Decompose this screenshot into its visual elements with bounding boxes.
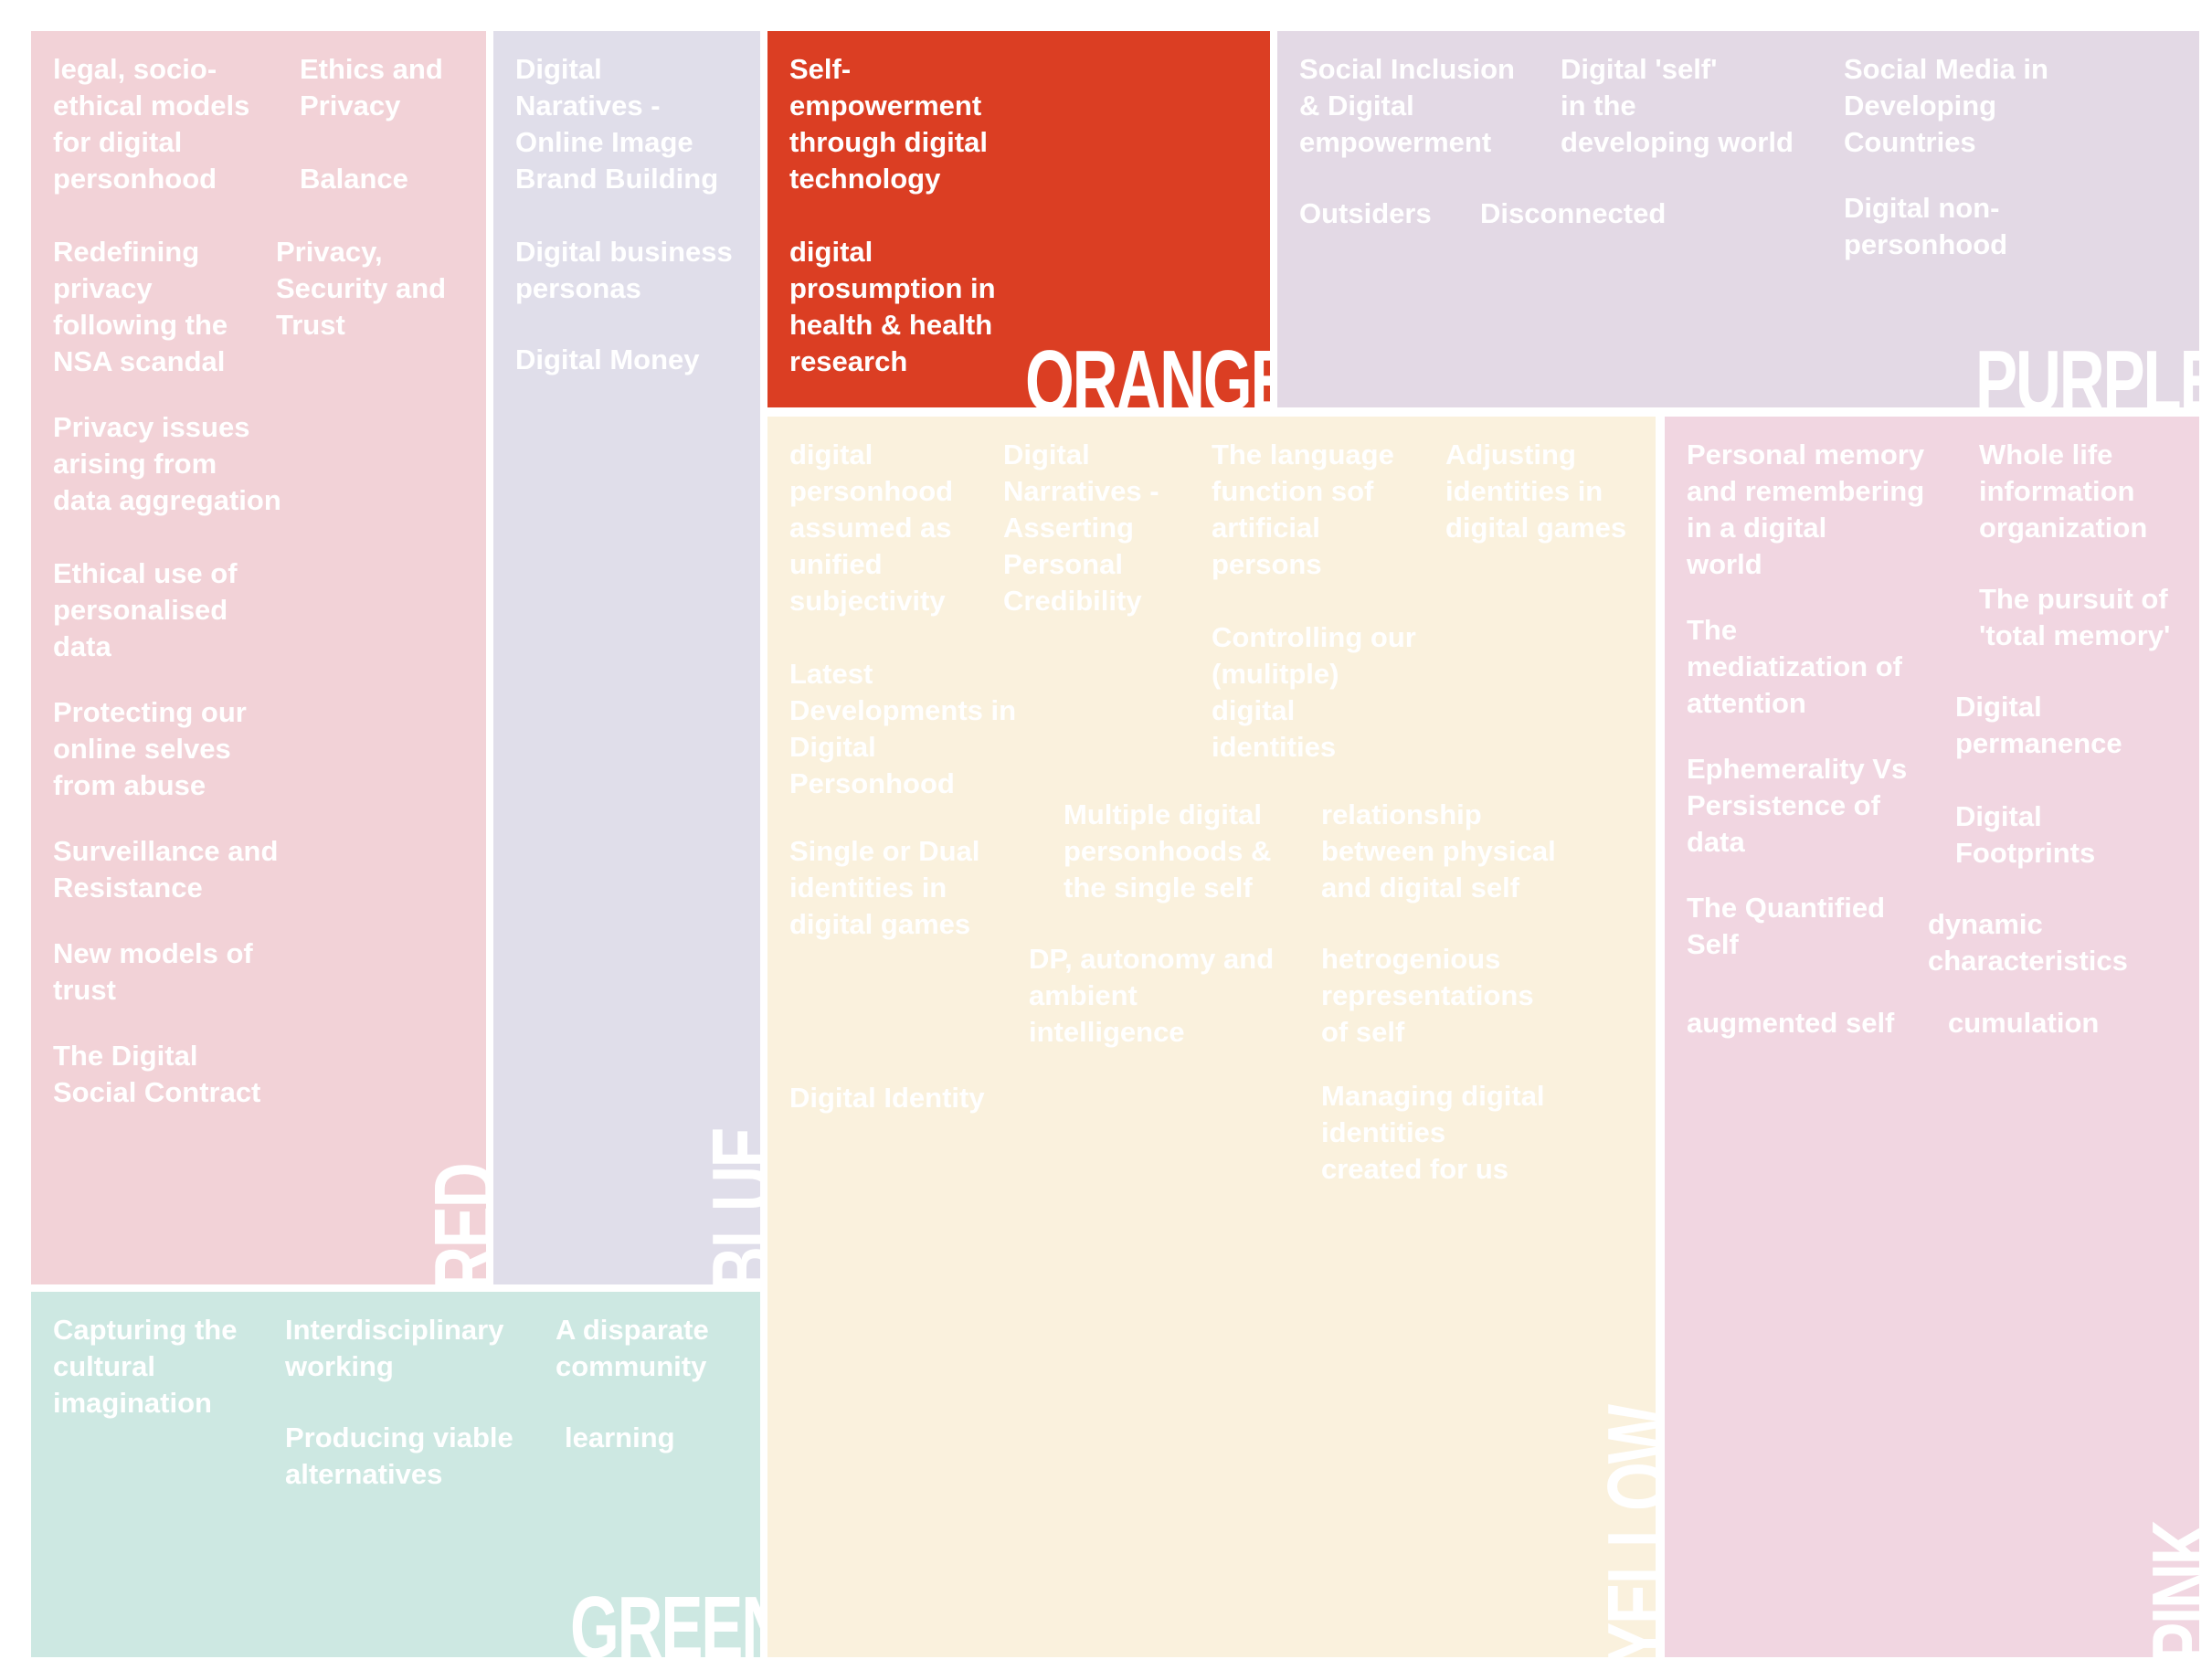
- yellow-item: relationship between physical and digita…: [1321, 798, 1556, 904]
- purple-item: Outsiders: [1299, 197, 1432, 229]
- red-item: legal, socio- ethical models for digital…: [53, 53, 250, 195]
- green-item: A disparate community: [556, 1314, 709, 1382]
- red-item: Privacy issues arising from data aggrega…: [53, 411, 281, 516]
- purple-item: Social Inclusion & Digital empowerment: [1299, 53, 1515, 158]
- blue-item: Digital Money: [515, 344, 700, 375]
- green-panel: Capturing the cultural imagination Inter…: [31, 1292, 760, 1657]
- pink-item: Whole life information organization: [1979, 439, 2148, 544]
- yellow-item: Single or Dual identities in digital gam…: [789, 835, 980, 940]
- red-item: Ethics and Privacy: [300, 53, 443, 122]
- red-item: Surveillance and Resistance: [53, 835, 279, 904]
- pink-item: augmented self: [1687, 1007, 1895, 1039]
- green-item: learning: [565, 1422, 675, 1453]
- yellow-item: Adjusting identities in digital games: [1445, 439, 1627, 544]
- pink-panel: Personal memory and remembering in a dig…: [1665, 417, 2199, 1657]
- pink-item: The pursuit of 'total memory': [1979, 583, 2171, 651]
- purple-item: Digital 'self' in the developing world: [1561, 53, 1794, 158]
- yellow-item: DP, autonomy and ambient intelligence: [1029, 943, 1275, 1048]
- blue-label: BLUE: [694, 1127, 760, 1284]
- purple-panel: Social Inclusion & Digital empowerment D…: [1277, 31, 2199, 407]
- yellow-item: digital personhood assumed as unified su…: [789, 439, 954, 617]
- green-item: Capturing the cultural imagination: [53, 1314, 238, 1419]
- blue-item: Digital business personas: [515, 236, 733, 304]
- yellow-label: YELLOW: [1590, 1406, 1656, 1657]
- green-item: Producing viable alternatives: [285, 1422, 513, 1490]
- red-item: Protecting our online selves from abuse: [53, 696, 247, 801]
- blue-panel: Digital Naratives - Online Image Brand B…: [493, 31, 760, 1284]
- red-label: RED: [417, 1164, 486, 1284]
- yellow-item: Latest Developments in Digital Personhoo…: [789, 658, 1017, 799]
- yellow-panel: digital personhood assumed as unified su…: [767, 417, 1656, 1657]
- red-item: The Digital Social Contract: [53, 1040, 261, 1108]
- yellow-item: Multiple digital personhoods & the singl…: [1064, 798, 1272, 904]
- orange-panel: Self- empowerment through digital techno…: [767, 31, 1270, 407]
- green-item: Interdisciplinary working: [285, 1314, 504, 1382]
- red-item: Redefining privacy following the NSA sca…: [53, 236, 228, 377]
- purple-item: Digital non- personhood: [1844, 192, 2008, 260]
- pink-item: Digital Footprints: [1955, 800, 2096, 869]
- orange-item: Self- empowerment through digital techno…: [789, 53, 988, 195]
- blue-item: Digital Naratives - Online Image Brand B…: [515, 53, 719, 195]
- yellow-item: Controlling our (mulitple) digital ident…: [1212, 621, 1416, 763]
- red-item: Balance: [300, 163, 408, 195]
- yellow-item: Managing digital identities created for …: [1321, 1080, 1545, 1185]
- yellow-item: hetrogenious representations of self: [1321, 943, 1534, 1048]
- pink-item: dynamic characteristics: [1928, 908, 2128, 977]
- red-item: Privacy, Security and Trust: [276, 236, 447, 341]
- pink-item: Personal memory and remembering in a dig…: [1687, 439, 1925, 580]
- purple-item: Social Media in Developing Countries: [1844, 53, 2048, 158]
- pink-item: The mediatization of attention: [1687, 614, 1902, 719]
- yellow-item: Digital Narratives - Asserting Personal …: [1003, 439, 1159, 617]
- pink-item: Ephemerality Vs Persistence of data: [1687, 753, 1908, 858]
- red-item: Ethical use of personalised data: [53, 557, 238, 662]
- green-label: GREEN: [570, 1579, 760, 1658]
- purple-label: PURPLE: [1975, 333, 2199, 408]
- pink-item: The Quantified Self: [1687, 892, 1885, 960]
- orange-label: ORANGE: [1025, 333, 1270, 408]
- orange-item: digital prosumption in health & health r…: [789, 236, 996, 377]
- pink-item: cumulation: [1948, 1007, 2100, 1039]
- yellow-item: Digital Identity: [789, 1082, 985, 1114]
- red-item: New models of trust: [53, 937, 253, 1006]
- red-panel: legal, socio- ethical models for digital…: [31, 31, 486, 1284]
- yellow-item: The language function sof artificial per…: [1212, 439, 1394, 580]
- pink-label: PINK: [2134, 1521, 2199, 1657]
- purple-item: Disconnected: [1480, 197, 1667, 229]
- pink-item: Digital permanence: [1955, 691, 2122, 759]
